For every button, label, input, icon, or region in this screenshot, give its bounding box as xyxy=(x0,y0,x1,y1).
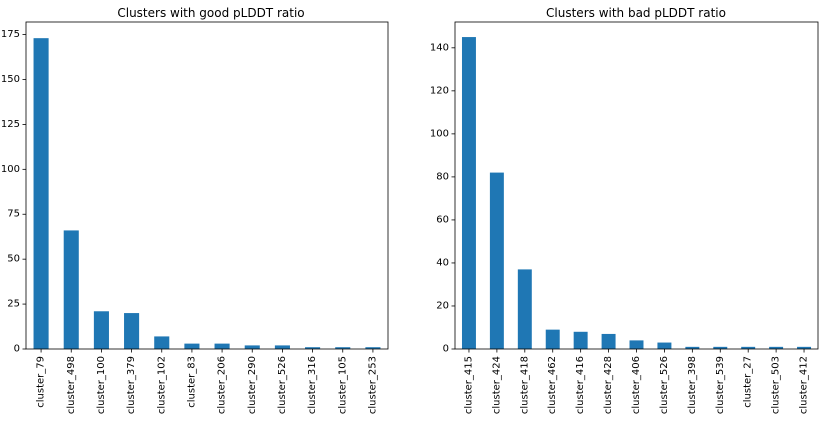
plot-frame xyxy=(454,21,819,350)
y-tick-label: 150 xyxy=(1,74,20,85)
plot-frame xyxy=(25,21,389,350)
x-tick-label: cluster_462 xyxy=(547,356,558,414)
x-tick-label: cluster_412 xyxy=(799,356,810,414)
x-tick-label: cluster_526 xyxy=(277,356,288,414)
bar-cluster-27 xyxy=(741,346,756,349)
bar-cluster-503 xyxy=(769,346,784,349)
x-tick-label: cluster_316 xyxy=(307,356,318,414)
bar-cluster-416 xyxy=(573,331,588,349)
x-tick-label: cluster_428 xyxy=(603,356,614,414)
y-tick-label: 100 xyxy=(430,128,449,139)
y-tick-label: 0 xyxy=(14,344,20,355)
x-tick-label: cluster_27 xyxy=(743,356,754,408)
chart-good-plddt: Clusters with good pLDDT ratio cluster_7… xyxy=(1,6,389,414)
bar-cluster-526 xyxy=(274,345,290,349)
x-tick-label: cluster_539 xyxy=(715,356,726,414)
x-tick-label: cluster_415 xyxy=(463,356,474,414)
x-tick-label: cluster_100 xyxy=(96,356,107,414)
y-tick-label: 175 xyxy=(1,29,20,40)
y-tick-label: 120 xyxy=(430,85,449,96)
x-tick-label: cluster_379 xyxy=(126,356,137,414)
y-tick-label: 100 xyxy=(1,164,20,175)
y-tick-label: 0 xyxy=(443,344,449,355)
bar-cluster-418 xyxy=(517,269,532,349)
bar-cluster-406 xyxy=(629,340,644,349)
x-tick-label: cluster_206 xyxy=(217,356,228,414)
bar-cluster-539 xyxy=(713,346,728,349)
x-tick-label: cluster_418 xyxy=(519,356,530,414)
x-tick-label: cluster_416 xyxy=(575,356,586,414)
bar-cluster-206 xyxy=(214,343,230,349)
bar-cluster-415 xyxy=(461,37,476,350)
bar-cluster-316 xyxy=(305,347,321,349)
x-tick-label: cluster_424 xyxy=(491,356,502,414)
y-tick-label: 125 xyxy=(1,119,20,130)
bar-cluster-526 xyxy=(657,342,672,349)
bar-cluster-105 xyxy=(335,347,351,349)
x-tick-label: cluster_253 xyxy=(367,356,378,414)
y-tick-label: 80 xyxy=(436,171,449,182)
bar-cluster-398 xyxy=(685,346,700,349)
x-tick-label: cluster_406 xyxy=(631,356,642,414)
x-tick-label: cluster_526 xyxy=(659,356,670,414)
bar-cluster-428 xyxy=(601,333,616,349)
x-tick-label: cluster_398 xyxy=(687,356,698,414)
y-tick-label: 20 xyxy=(436,300,449,311)
bar-cluster-83 xyxy=(184,343,200,349)
bar-cluster-412 xyxy=(797,346,812,349)
bar-cluster-290 xyxy=(244,345,260,349)
y-tick-label: 40 xyxy=(436,257,449,268)
bar-cluster-253 xyxy=(365,347,381,349)
x-tick-label: cluster_83 xyxy=(186,356,197,408)
bar-cluster-498 xyxy=(63,230,79,349)
y-tick-label: 140 xyxy=(430,42,449,53)
chart-bad-plddt: Clusters with bad pLDDT ratio cluster_41… xyxy=(430,6,819,414)
bar-cluster-462 xyxy=(545,329,560,349)
x-tick-label: cluster_79 xyxy=(36,356,47,408)
chart-title-good: Clusters with good pLDDT ratio xyxy=(117,6,304,20)
chart-title-bad: Clusters with bad pLDDT ratio xyxy=(546,6,726,20)
x-tick-label: cluster_498 xyxy=(66,356,77,414)
bar-cluster-424 xyxy=(489,172,504,349)
y-tick-label: 60 xyxy=(436,214,449,225)
bar-cluster-100 xyxy=(93,311,109,349)
bar-cluster-79 xyxy=(33,38,49,350)
x-tick-label: cluster_503 xyxy=(771,356,782,414)
bar-cluster-102 xyxy=(154,336,170,349)
y-tick-label: 75 xyxy=(7,209,20,220)
y-tick-label: 50 xyxy=(7,254,20,265)
x-tick-label: cluster_105 xyxy=(337,356,348,414)
x-tick-label: cluster_290 xyxy=(247,356,258,414)
bar-cluster-379 xyxy=(124,313,140,349)
y-tick-label: 25 xyxy=(7,299,20,310)
x-tick-label: cluster_102 xyxy=(156,356,167,414)
